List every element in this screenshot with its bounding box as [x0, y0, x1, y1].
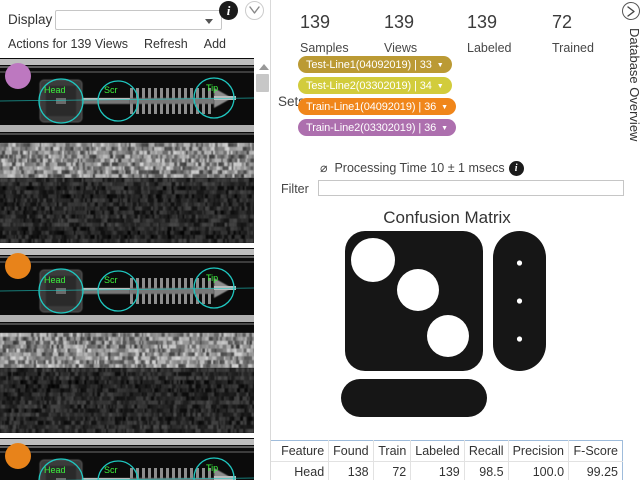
svg-text:Scr: Scr	[104, 85, 118, 95]
svg-text:Head: Head	[44, 85, 66, 95]
svg-text:Tip: Tip	[206, 83, 218, 93]
svg-text:Head: Head	[44, 275, 66, 285]
svg-text:Scr: Scr	[104, 275, 118, 285]
svg-text:Tip: Tip	[206, 273, 218, 283]
